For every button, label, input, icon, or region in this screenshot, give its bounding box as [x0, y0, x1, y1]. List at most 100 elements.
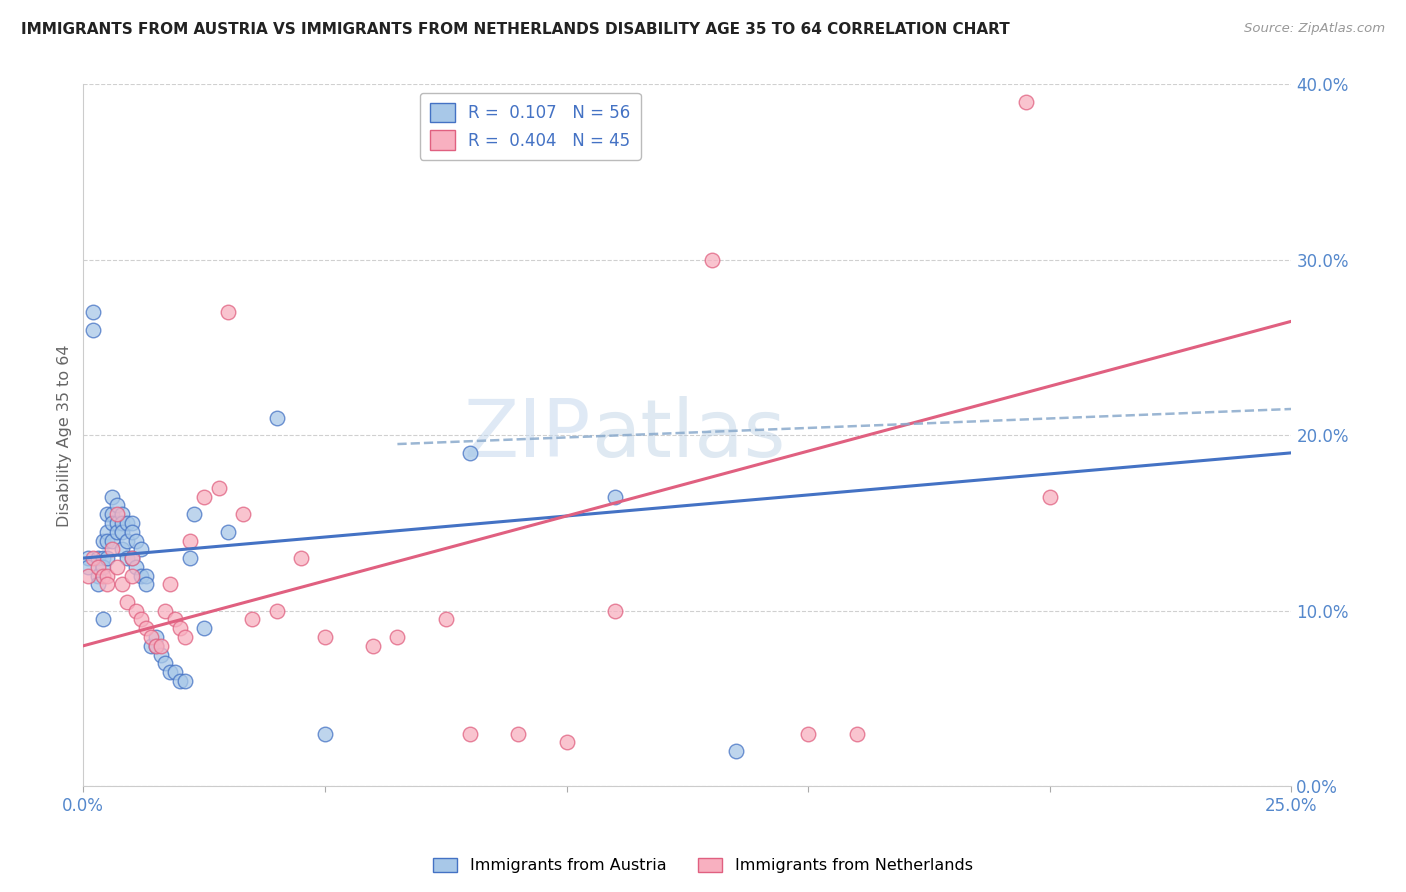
Point: [82, 551, 104, 566]
Point: [165, 612, 187, 626]
Point: [169, 621, 191, 635]
Point: [169, 673, 191, 688]
Point: [217, 305, 239, 319]
Point: [111, 507, 134, 521]
Point: [91, 551, 114, 566]
Point: [700, 252, 723, 267]
Point: [115, 595, 138, 609]
Point: [105, 507, 128, 521]
Point: [105, 559, 128, 574]
Point: [125, 533, 148, 548]
Point: [101, 490, 124, 504]
Point: [91, 559, 114, 574]
Point: [129, 568, 152, 582]
Point: [159, 665, 181, 679]
Point: [155, 604, 177, 618]
Point: [165, 665, 187, 679]
Point: [125, 604, 148, 618]
Point: [149, 639, 172, 653]
Point: [91, 533, 114, 548]
Point: [135, 568, 157, 582]
Point: [232, 507, 254, 521]
Point: [434, 612, 457, 626]
Point: [508, 726, 530, 740]
Point: [149, 648, 172, 662]
Point: [266, 604, 288, 618]
Point: [121, 524, 143, 539]
Point: [361, 639, 384, 653]
Point: [387, 630, 409, 644]
Point: [458, 726, 481, 740]
Point: [96, 524, 118, 539]
Point: [91, 612, 114, 626]
Point: [314, 630, 336, 644]
Text: IMMIGRANTS FROM AUSTRIA VS IMMIGRANTS FROM NETHERLANDS DISABILITY AGE 35 TO 64 C: IMMIGRANTS FROM AUSTRIA VS IMMIGRANTS FR…: [21, 22, 1010, 37]
Point: [101, 507, 124, 521]
Point: [111, 542, 134, 557]
Point: [96, 577, 118, 591]
Point: [105, 499, 128, 513]
Point: [603, 604, 626, 618]
Point: [121, 516, 143, 530]
Point: [129, 542, 152, 557]
Point: [82, 305, 104, 319]
Point: [87, 577, 110, 591]
Point: [91, 568, 114, 582]
Point: [82, 323, 104, 337]
Point: [217, 524, 239, 539]
Point: [290, 551, 312, 566]
Point: [96, 533, 118, 548]
Point: [145, 639, 167, 653]
Point: [96, 551, 118, 566]
Point: [96, 568, 118, 582]
Point: [193, 490, 215, 504]
Point: [125, 559, 148, 574]
Point: [111, 516, 134, 530]
Point: [87, 568, 110, 582]
Point: [845, 726, 868, 740]
Text: Source: ZipAtlas.com: Source: ZipAtlas.com: [1244, 22, 1385, 36]
Point: [129, 612, 152, 626]
Point: [193, 621, 215, 635]
Point: [207, 481, 229, 495]
Point: [159, 577, 181, 591]
Point: [173, 630, 195, 644]
Point: [101, 516, 124, 530]
Point: [458, 446, 481, 460]
Point: [105, 524, 128, 539]
Point: [797, 726, 820, 740]
Point: [1039, 490, 1062, 504]
Point: [266, 410, 288, 425]
Point: [179, 533, 201, 548]
Point: [111, 524, 134, 539]
Point: [1014, 95, 1036, 109]
Point: [242, 612, 264, 626]
Point: [555, 735, 578, 749]
Point: [115, 551, 138, 566]
Point: [135, 621, 157, 635]
Point: [121, 568, 143, 582]
Point: [121, 551, 143, 566]
Point: [115, 516, 138, 530]
Legend: R =  0.107   N = 56, R =  0.404   N = 45: R = 0.107 N = 56, R = 0.404 N = 45: [420, 93, 641, 160]
Point: [115, 533, 138, 548]
Point: [101, 533, 124, 548]
Point: [155, 657, 177, 671]
Point: [111, 577, 134, 591]
Point: [87, 559, 110, 574]
Text: ZIP: ZIP: [464, 396, 591, 475]
Point: [135, 577, 157, 591]
Point: [87, 551, 110, 566]
Point: [603, 490, 626, 504]
Point: [77, 551, 100, 566]
Point: [183, 507, 205, 521]
Point: [77, 568, 100, 582]
Point: [121, 551, 143, 566]
Y-axis label: Disability Age 35 to 64: Disability Age 35 to 64: [58, 344, 72, 526]
Point: [724, 744, 747, 758]
Point: [179, 551, 201, 566]
Point: [96, 507, 118, 521]
Point: [105, 516, 128, 530]
Point: [314, 726, 336, 740]
Legend: Immigrants from Austria, Immigrants from Netherlands: Immigrants from Austria, Immigrants from…: [426, 851, 980, 880]
